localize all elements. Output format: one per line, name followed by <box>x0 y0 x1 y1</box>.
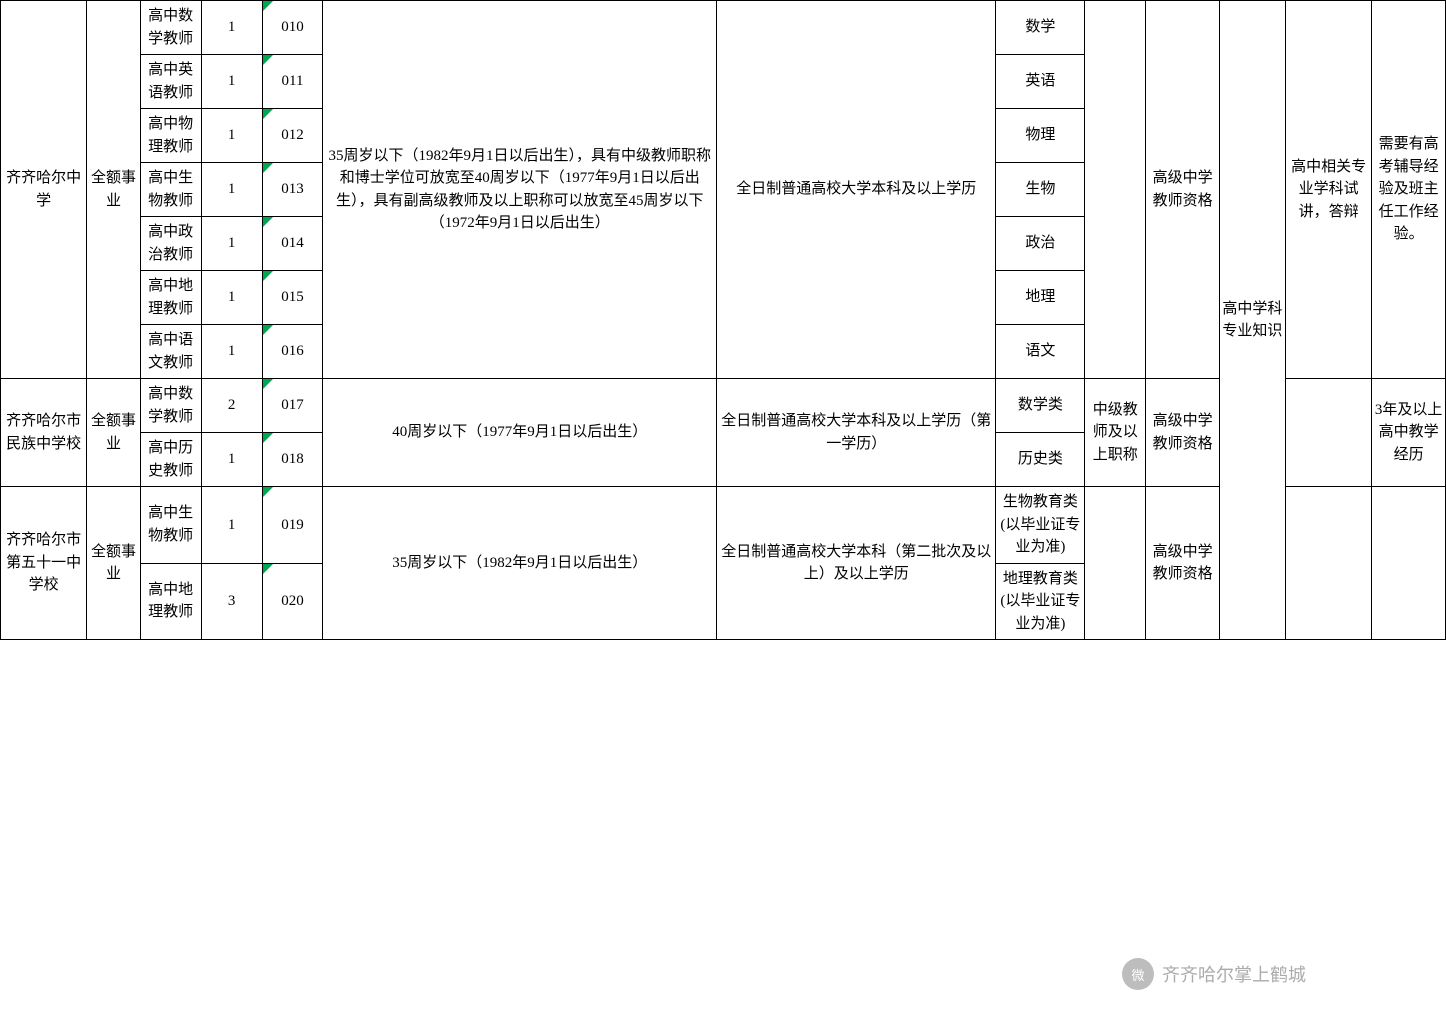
watermark: 微 齐齐哈尔掌上鹤城 <box>1122 958 1306 990</box>
other-req: 需要有高考辅导经验及班主任工作经验。 <box>1372 1 1446 379</box>
school-type: 全额事业 <box>87 1 140 379</box>
code: 015 <box>262 271 323 325</box>
cert-req: 高级中学教师资格 <box>1146 1 1220 379</box>
subject: 地理教育类(以毕业证专业为准) <box>996 563 1085 640</box>
count: 1 <box>201 217 262 271</box>
subject: 英语 <box>996 55 1085 109</box>
school-name: 齐齐哈尔市民族中学校 <box>1 379 87 487</box>
interview: 高中相关专业学科试讲，答辩 <box>1285 1 1371 379</box>
code: 016 <box>262 325 323 379</box>
subject: 历史类 <box>996 433 1085 487</box>
subject: 数学类 <box>996 379 1085 433</box>
cert-req: 高级中学教师资格 <box>1146 379 1220 487</box>
count: 1 <box>201 487 262 564</box>
title-req <box>1085 1 1146 379</box>
count: 1 <box>201 55 262 109</box>
position: 高中英语教师 <box>140 55 201 109</box>
wechat-icon: 微 <box>1122 958 1154 990</box>
subject: 物理 <box>996 109 1085 163</box>
other-req <box>1372 487 1446 640</box>
position: 高中物理教师 <box>140 109 201 163</box>
position: 高中地理教师 <box>140 271 201 325</box>
other-req: 3年及以上高中教学经历 <box>1372 379 1446 487</box>
count: 1 <box>201 271 262 325</box>
subject: 政治 <box>996 217 1085 271</box>
position: 高中历史教师 <box>140 433 201 487</box>
edu-req: 全日制普通高校大学本科及以上学历（第一学历） <box>717 379 996 487</box>
title-req <box>1085 487 1146 640</box>
position: 高中数学教师 <box>140 1 201 55</box>
school-type: 全额事业 <box>87 487 140 640</box>
code: 017 <box>262 379 323 433</box>
subject: 语文 <box>996 325 1085 379</box>
count: 1 <box>201 325 262 379</box>
interview <box>1285 487 1371 640</box>
position: 高中数学教师 <box>140 379 201 433</box>
subject: 生物教育类(以毕业证专业为准) <box>996 487 1085 564</box>
edu-req: 全日制普通高校大学本科（第二批次及以上）及以上学历 <box>717 487 996 640</box>
count: 1 <box>201 1 262 55</box>
school-type: 全额事业 <box>87 379 140 487</box>
code: 012 <box>262 109 323 163</box>
position: 高中地理教师 <box>140 563 201 640</box>
age-req: 40周岁以下（1977年9月1日以后出生） <box>323 379 717 487</box>
school-name: 齐齐哈尔中学 <box>1 1 87 379</box>
code: 018 <box>262 433 323 487</box>
code: 014 <box>262 217 323 271</box>
interview <box>1285 379 1371 487</box>
age-req: 35周岁以下（1982年9月1日以后出生），具有中级教师职称和博士学位可放宽至4… <box>323 1 717 379</box>
position: 高中语文教师 <box>140 325 201 379</box>
exam-subject: 高中学科专业知识 <box>1219 1 1285 640</box>
edu-req: 全日制普通高校大学本科及以上学历 <box>717 1 996 379</box>
school-name: 齐齐哈尔市第五十一中学校 <box>1 487 87 640</box>
count: 1 <box>201 109 262 163</box>
code: 011 <box>262 55 323 109</box>
subject: 生物 <box>996 163 1085 217</box>
title-req: 中级教师及以上职称 <box>1085 379 1146 487</box>
code: 013 <box>262 163 323 217</box>
code: 019 <box>262 487 323 564</box>
code: 020 <box>262 563 323 640</box>
count: 1 <box>201 163 262 217</box>
subject: 地理 <box>996 271 1085 325</box>
position: 高中生物教师 <box>140 487 201 564</box>
subject: 数学 <box>996 1 1085 55</box>
table-row: 齐齐哈尔中学 全额事业 高中数学教师 1 010 35周岁以下（1982年9月1… <box>1 1 1446 55</box>
code: 010 <box>262 1 323 55</box>
recruitment-table: 齐齐哈尔中学 全额事业 高中数学教师 1 010 35周岁以下（1982年9月1… <box>0 0 1446 640</box>
count: 1 <box>201 433 262 487</box>
position: 高中生物教师 <box>140 163 201 217</box>
cert-req: 高级中学教师资格 <box>1146 487 1220 640</box>
watermark-text: 齐齐哈尔掌上鹤城 <box>1162 961 1306 987</box>
position: 高中政治教师 <box>140 217 201 271</box>
count: 3 <box>201 563 262 640</box>
count: 2 <box>201 379 262 433</box>
age-req: 35周岁以下（1982年9月1日以后出生） <box>323 487 717 640</box>
